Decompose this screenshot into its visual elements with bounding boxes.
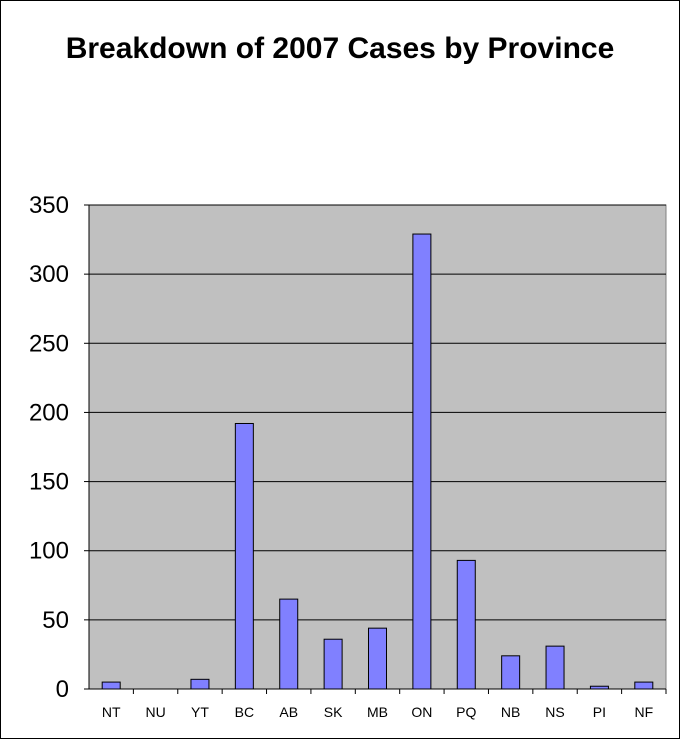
plot-area [88, 204, 667, 690]
x-tick-label: PQ [456, 704, 476, 720]
bar-bc [234, 422, 254, 690]
bar-nt [101, 681, 121, 690]
bar-mb [368, 627, 387, 690]
y-tick-label: 200 [29, 399, 69, 426]
bar-nf [634, 681, 654, 690]
bar-ab [279, 598, 299, 690]
bar-pq [456, 559, 476, 690]
y-tick-label: 350 [29, 192, 69, 219]
bar-sk [323, 638, 343, 690]
x-tick-label: MB [367, 704, 388, 720]
y-tick-label: 0 [56, 676, 69, 703]
y-tick-label: 50 [42, 607, 69, 634]
x-tick-label: AB [279, 704, 298, 720]
x-tick-label: YT [191, 704, 209, 720]
x-tick-label: NF [634, 704, 653, 720]
x-tick-label: NT [102, 704, 121, 720]
x-tick-label: SK [324, 704, 343, 720]
bar-yt [190, 678, 210, 690]
y-tick-label: 150 [29, 469, 69, 496]
y-tick-label: 100 [29, 538, 69, 565]
x-tick-label: NU [145, 704, 165, 720]
x-tick-label: ON [411, 704, 432, 720]
x-tick-label: BC [235, 704, 254, 720]
bar-ns [545, 645, 565, 690]
bar-on [412, 233, 432, 690]
x-tick-label: NS [545, 704, 564, 720]
x-tick-label: NB [501, 704, 520, 720]
chart-title: Breakdown of 2007 Cases by Province [65, 32, 615, 65]
y-tick-label: 300 [29, 261, 69, 288]
y-tick-label: 250 [29, 330, 69, 357]
bar-nb [501, 655, 521, 690]
bar-pi [589, 685, 609, 690]
x-tick-label: PI [593, 704, 606, 720]
